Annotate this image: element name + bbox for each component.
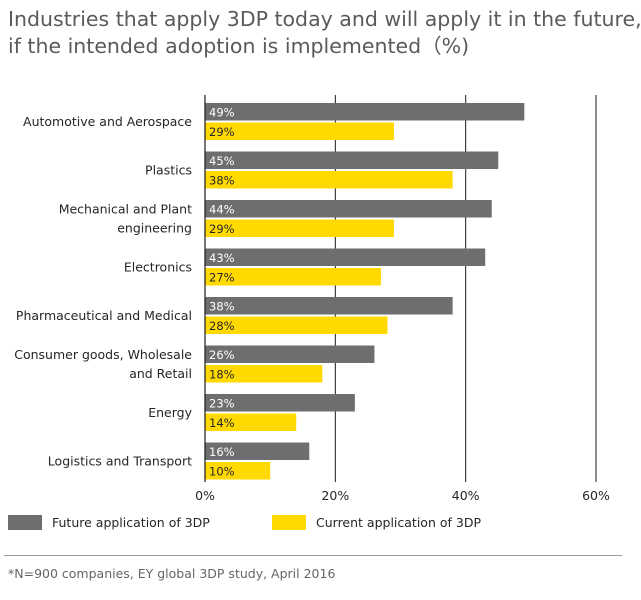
data-label-current: 29%	[209, 222, 235, 236]
x-tick-label: 40%	[452, 488, 480, 503]
category-label: Electronics	[124, 260, 192, 275]
chart-title-line-2: if the intended adoption is implemented（…	[8, 34, 470, 58]
data-label-future: 49%	[209, 105, 235, 119]
data-label-current: 29%	[209, 125, 235, 139]
footnote: *N=900 companies, EY global 3DP study, A…	[8, 566, 336, 581]
category-label: Mechanical and Plant	[59, 202, 192, 217]
bar-current	[205, 462, 271, 480]
bar-future	[205, 345, 375, 363]
bar-future	[205, 297, 453, 315]
bar-current	[205, 268, 381, 286]
category-label: Logistics and Transport	[48, 454, 192, 469]
bar-future	[205, 200, 492, 218]
legend-label-current: Current application of 3DP	[316, 515, 481, 530]
bar-chart: 49% 29% Automotive and Aerospace 45% 38% Plas…	[14, 95, 610, 503]
data-label-future: 23%	[209, 396, 235, 410]
chart-title: Industries that apply 3DP today and will…	[8, 6, 641, 60]
data-label-current: 10%	[209, 464, 235, 478]
bar-current	[205, 171, 453, 189]
data-label-current: 38%	[209, 173, 235, 187]
legend-swatch-current	[272, 515, 306, 530]
data-label-current: 27%	[209, 270, 235, 284]
bar-current	[205, 219, 394, 237]
data-label-current: 14%	[209, 416, 235, 430]
category-label: and Retail	[129, 366, 192, 381]
bar-future	[205, 248, 486, 266]
bar-current	[205, 365, 323, 383]
footnote-divider	[4, 555, 622, 556]
category-label: Consumer goods, Wholesale	[14, 347, 192, 362]
category-label: engineering	[117, 221, 192, 236]
data-label-current: 28%	[209, 319, 235, 333]
category-label: Energy	[148, 405, 192, 420]
data-label-future: 38%	[209, 299, 235, 313]
bar-current	[205, 316, 388, 334]
data-label-future: 26%	[209, 348, 235, 362]
data-label-future: 16%	[209, 445, 235, 459]
x-tick-label: 0%	[195, 488, 215, 503]
bar-current	[205, 122, 394, 140]
legend-item-current: Current application of 3DP	[272, 515, 481, 530]
category-label: Plastics	[145, 163, 192, 178]
legend-swatch-future	[8, 515, 42, 530]
category-label: Pharmaceutical and Medical	[16, 308, 192, 323]
data-label-future: 43%	[209, 251, 235, 265]
legend-label-future: Future application of 3DP	[52, 515, 210, 530]
bar-future	[205, 103, 525, 121]
data-label-current: 18%	[209, 367, 235, 381]
bar-current	[205, 413, 297, 431]
bar-future	[205, 394, 355, 412]
data-label-future: 44%	[209, 202, 235, 216]
category-label: Automotive and Aerospace	[23, 114, 192, 129]
bar-future	[205, 151, 499, 169]
legend-item-future: Future application of 3DP	[8, 515, 210, 530]
bar-future	[205, 442, 310, 460]
data-label-future: 45%	[209, 154, 235, 168]
x-tick-label: 20%	[321, 488, 349, 503]
x-tick-label: 60%	[582, 488, 610, 503]
chart-title-line-1: Industries that apply 3DP today and will…	[8, 7, 641, 31]
